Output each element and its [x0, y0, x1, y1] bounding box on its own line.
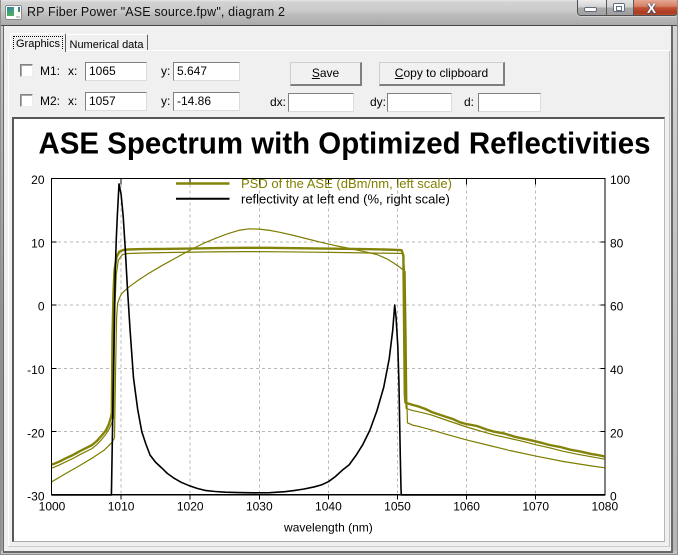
svg-text:60: 60 [610, 300, 624, 314]
svg-text:1050: 1050 [384, 500, 411, 514]
svg-text:20: 20 [610, 426, 624, 440]
svg-text:100: 100 [610, 173, 630, 187]
svg-text:1000: 1000 [39, 500, 66, 514]
svg-text:-30: -30 [27, 490, 45, 504]
svg-text:0: 0 [38, 300, 45, 314]
svg-text:wavelength (nm): wavelength (nm) [283, 521, 373, 535]
svg-text:-10: -10 [27, 363, 45, 377]
svg-text:-20: -20 [27, 426, 45, 440]
svg-text:ASE Spectrum with Optimized Re: ASE Spectrum with Optimized Reflectiviti… [39, 126, 651, 161]
svg-text:40: 40 [610, 363, 624, 377]
svg-text:0: 0 [610, 490, 617, 504]
svg-text:1030: 1030 [246, 500, 273, 514]
svg-text:1070: 1070 [522, 500, 549, 514]
svg-text:80: 80 [610, 236, 624, 250]
svg-text:1080: 1080 [591, 500, 618, 514]
svg-text:20: 20 [31, 173, 45, 187]
svg-text:1010: 1010 [108, 500, 135, 514]
svg-text:1040: 1040 [315, 500, 342, 514]
svg-text:1060: 1060 [453, 500, 480, 514]
svg-text:1020: 1020 [177, 500, 204, 514]
svg-text:reflectivity at left end (%, r: reflectivity at left end (%, right scale… [241, 191, 450, 206]
svg-text:10: 10 [31, 236, 45, 250]
svg-text:PSD of the ASE (dBm/nm, left s: PSD of the ASE (dBm/nm, left scale) [241, 176, 452, 191]
